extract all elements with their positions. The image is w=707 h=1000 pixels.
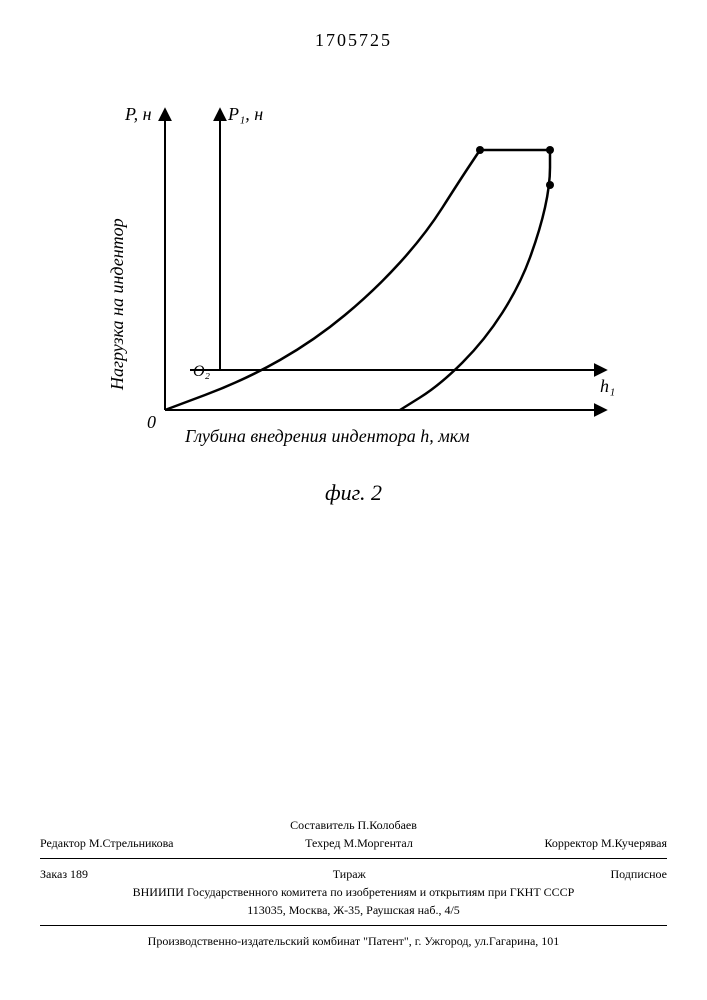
- svg-text:0: 0: [147, 412, 156, 432]
- document-number: 1705725: [0, 30, 707, 51]
- org-line-1: ВНИИПИ Государственного комитета по изоб…: [40, 883, 667, 901]
- figure-caption: фиг. 2: [0, 480, 707, 506]
- subscription-line: Подписное: [610, 865, 667, 883]
- corrector-line: Корректор М.Кучерявая: [545, 834, 668, 852]
- divider: [40, 925, 667, 926]
- imprint-footer: Составитель П.Колобаев Редактор М.Стрель…: [40, 816, 667, 950]
- svg-text:P₁, н: P₁, н: [227, 104, 263, 124]
- editor-line: Редактор М.Стрельникова: [40, 834, 173, 852]
- order-line: Заказ 189: [40, 865, 88, 883]
- printer-line: Производственно-издательский комбинат "П…: [40, 932, 667, 950]
- svg-text:h₁, мкм: h₁, мкм: [600, 376, 615, 396]
- divider: [40, 858, 667, 859]
- page: 1705725 P, н P₁, н h₁, мкм O₂ 0 Глубина внедр…: [0, 0, 707, 1000]
- svg-text:O₂: O₂: [193, 363, 211, 380]
- org-line-2: 113035, Москва, Ж-35, Раушская наб., 4/5: [40, 901, 667, 919]
- compiler-line: Составитель П.Колобаев: [40, 816, 667, 834]
- techred-line: Техред М.Моргентал: [305, 834, 413, 852]
- svg-text:P, н: P, н: [124, 104, 152, 124]
- tirage-line: Тираж: [333, 865, 366, 883]
- svg-text:Глубина внедрения индентор: Глубина внедрения индентора h, мкм: [184, 426, 470, 446]
- indentation-chart: P, н P₁, н h₁, мкм O₂ 0 Глубина внедрения инд…: [95, 90, 615, 470]
- svg-text:Нагрузка на индентор: Нагрузка на индентор: [107, 218, 127, 391]
- chart-svg: P, н P₁, н h₁, мкм O₂ 0 Глубина внедрения инд…: [95, 90, 615, 470]
